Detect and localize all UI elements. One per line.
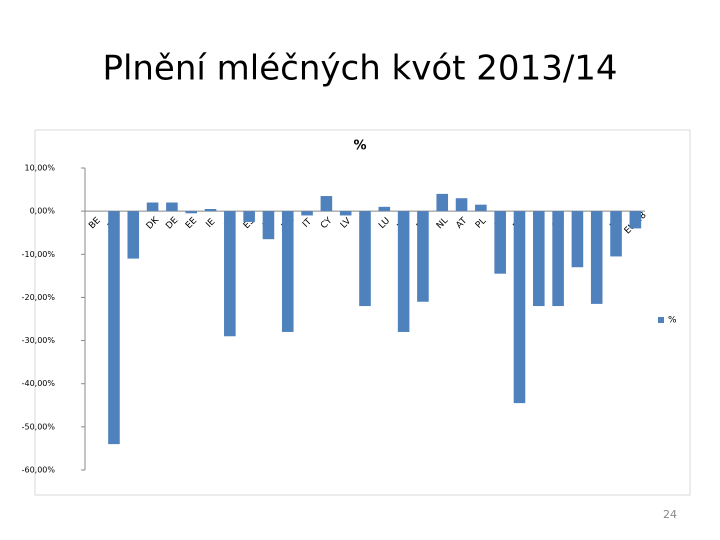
page-number: 24 bbox=[663, 508, 677, 521]
bar bbox=[610, 211, 622, 257]
bar bbox=[494, 211, 506, 274]
bar bbox=[185, 211, 197, 214]
bar bbox=[378, 206, 391, 212]
bar bbox=[629, 211, 642, 229]
bar bbox=[455, 198, 468, 212]
x-tick-label: DE bbox=[164, 215, 180, 231]
x-tick-label: AT bbox=[454, 216, 469, 231]
bar bbox=[204, 208, 217, 212]
x-tick-label: PL bbox=[474, 216, 488, 230]
y-tick-label: 0,00% bbox=[30, 207, 56, 216]
x-tick-label: LU bbox=[377, 216, 392, 231]
bar bbox=[436, 193, 449, 212]
bar bbox=[166, 202, 178, 212]
bar bbox=[243, 211, 255, 222]
legend-swatch bbox=[658, 317, 664, 323]
x-tick-label: CY bbox=[319, 215, 335, 231]
bar bbox=[552, 211, 564, 307]
y-tick-label: -10,00% bbox=[22, 250, 56, 259]
bar bbox=[533, 211, 545, 307]
bar bbox=[397, 211, 410, 332]
y-tick-label: -50,00% bbox=[22, 422, 56, 431]
x-tick-label: IT bbox=[301, 217, 314, 230]
x-tick-label: NL bbox=[435, 216, 450, 231]
y-tick-label: -30,00% bbox=[22, 336, 56, 345]
bar bbox=[571, 211, 584, 268]
bar bbox=[320, 196, 333, 212]
legend-label: % bbox=[668, 316, 677, 326]
bar bbox=[146, 202, 159, 212]
y-tick-label: 10,00% bbox=[24, 164, 55, 173]
chart-title: % bbox=[353, 139, 366, 154]
x-tick-label: LV bbox=[339, 216, 354, 231]
bar bbox=[590, 211, 603, 304]
bar bbox=[108, 211, 120, 445]
y-tick-label: -20,00% bbox=[22, 293, 56, 302]
chart-frame bbox=[34, 129, 691, 496]
x-tick-label: IE bbox=[204, 217, 217, 230]
bar bbox=[417, 211, 429, 302]
bar bbox=[281, 211, 294, 332]
x-tick-label: EE bbox=[184, 216, 199, 231]
bar bbox=[339, 211, 352, 216]
y-tick-label: -40,00% bbox=[22, 379, 56, 388]
bar bbox=[475, 204, 487, 212]
bar bbox=[513, 211, 526, 404]
bar bbox=[127, 211, 140, 259]
bar bbox=[224, 211, 236, 337]
bar bbox=[301, 211, 313, 216]
bar bbox=[262, 211, 275, 240]
bar bbox=[359, 211, 371, 307]
x-tick-label: DK bbox=[145, 215, 162, 232]
x-tick-label: BE bbox=[87, 216, 103, 232]
y-tick-label: -60,00% bbox=[22, 466, 56, 475]
slide-title: Plnění mléčných kvót 2013/14 bbox=[102, 49, 617, 89]
